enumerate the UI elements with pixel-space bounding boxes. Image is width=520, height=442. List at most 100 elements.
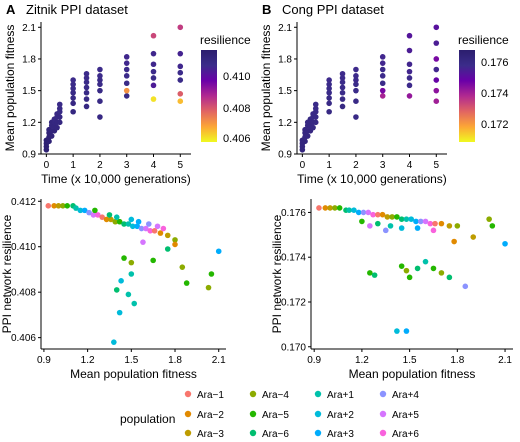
x-tick-label: 5: [434, 160, 440, 171]
data-point: [125, 221, 132, 227]
data-point: [83, 79, 90, 85]
chart-a-fitness-over-time: 0 1 2 3 4 5 0.9 1.2 1.5 1.8 2.1 Time (x 10,000 gene…: [3, 22, 191, 186]
data-point: [406, 32, 413, 39]
colorbar-b: resilience 0.176 0.174 0.172: [458, 33, 509, 142]
colorbar-title-a: resilience: [200, 33, 251, 47]
x-axis-label-b-top: Time (x 10,000 generations): [297, 172, 447, 186]
x-tick-label: 2: [353, 160, 359, 171]
legend-item: Ara+5: [379, 410, 419, 421]
data-point: [55, 203, 62, 209]
data-point: [382, 227, 389, 234]
colorbar-title-b: resilience: [458, 33, 509, 47]
data-point: [339, 103, 346, 110]
data-point: [77, 207, 84, 214]
panel-title-b: Cong PPI dataset: [282, 2, 384, 17]
data-point: [370, 211, 376, 218]
data-point: [322, 205, 329, 211]
legend-label: Ara−2: [197, 410, 224, 421]
data-point: [150, 75, 157, 81]
data-point: [375, 220, 381, 227]
colorbar-tick-b-0176: 0.176: [481, 57, 509, 69]
data-point: [433, 77, 440, 83]
data-point: [138, 225, 145, 232]
data-point: [413, 218, 419, 225]
data-point: [353, 87, 359, 94]
data-point: [95, 212, 101, 218]
data-point: [45, 203, 52, 209]
data-point: [398, 263, 405, 269]
data-point: [379, 87, 386, 94]
data-point: [56, 105, 63, 112]
legend-item: Ara−5: [249, 410, 289, 421]
x-tick-label: 1.5: [403, 355, 417, 366]
y-tick-label: 1.5: [278, 86, 292, 97]
colorbar-a: resilience 0.410 0.408 0.406: [200, 33, 251, 145]
data-point: [355, 209, 362, 216]
data-point: [398, 216, 405, 222]
data-point: [97, 114, 103, 120]
data-point: [92, 207, 98, 214]
data-point: [205, 284, 212, 291]
data-point: [147, 228, 154, 234]
colorbar-tick-a-0406: 0.406: [223, 133, 251, 145]
data-point: [422, 218, 429, 225]
colorbar-tick-b-0172: 0.172: [481, 119, 509, 131]
data-point: [403, 267, 410, 274]
data-point: [433, 40, 440, 46]
colorbar-gradient-a: [201, 50, 217, 142]
legend-label: Ara−5: [262, 410, 289, 421]
data-point: [97, 66, 103, 73]
data-point: [332, 205, 338, 211]
data-point: [70, 89, 76, 96]
data-point: [83, 75, 90, 81]
legend-item: Ara+2: [314, 410, 354, 421]
data-point: [106, 212, 113, 218]
y-tick-label: 2.1: [278, 23, 292, 34]
chart-b-resilience-vs-fitness: 0.9 1.2 1.5 1.8 2.1 0.170 0.172 0.174 0.176 Mean …: [270, 199, 513, 381]
data-point: [70, 85, 76, 92]
data-point: [339, 70, 346, 77]
data-point: [150, 61, 157, 68]
data-point: [394, 214, 400, 220]
legend-swatch: [379, 429, 387, 437]
colorbar-tick-b-0174: 0.174: [481, 88, 509, 100]
data-point: [123, 87, 130, 94]
data-point: [433, 24, 440, 31]
data-point: [90, 212, 97, 218]
data-point: [179, 264, 186, 270]
data-point: [339, 84, 346, 91]
data-point: [177, 98, 184, 104]
data-point: [353, 77, 359, 83]
panel-letter-a: A: [6, 2, 16, 17]
x-axis-label-a-bottom: Mean population fitness: [70, 367, 197, 381]
legend-label: Ara−4: [262, 390, 289, 401]
data-point: [64, 203, 71, 209]
data-point: [346, 207, 352, 213]
legend-label: Ara−1: [197, 390, 224, 401]
data-point: [365, 209, 372, 216]
data-point: [417, 218, 424, 225]
x-tick-label: 1: [70, 160, 76, 171]
data-point: [379, 80, 386, 87]
x-tick-label: 5: [178, 160, 184, 171]
y-axis-label-a-top: Mean population fitness: [3, 25, 17, 152]
y-tick-label: 0.170: [281, 342, 306, 353]
data-point: [48, 133, 55, 139]
data-point: [403, 216, 410, 222]
x-tick-label: 0: [44, 160, 50, 171]
data-point: [150, 96, 157, 102]
data-point: [160, 225, 167, 232]
data-point: [123, 93, 130, 99]
data-point: [438, 270, 445, 276]
legend-swatch: [249, 390, 257, 398]
legend-label: Ara+4: [392, 390, 419, 401]
legend-item: Ara−1: [184, 390, 224, 401]
data-point: [81, 207, 88, 214]
data-point: [353, 114, 359, 120]
data-point: [327, 205, 333, 211]
data-point: [312, 119, 319, 126]
data-point: [121, 255, 127, 261]
data-point: [129, 223, 136, 230]
data-point: [70, 100, 76, 107]
colorbar-gradient-b: [459, 50, 475, 142]
